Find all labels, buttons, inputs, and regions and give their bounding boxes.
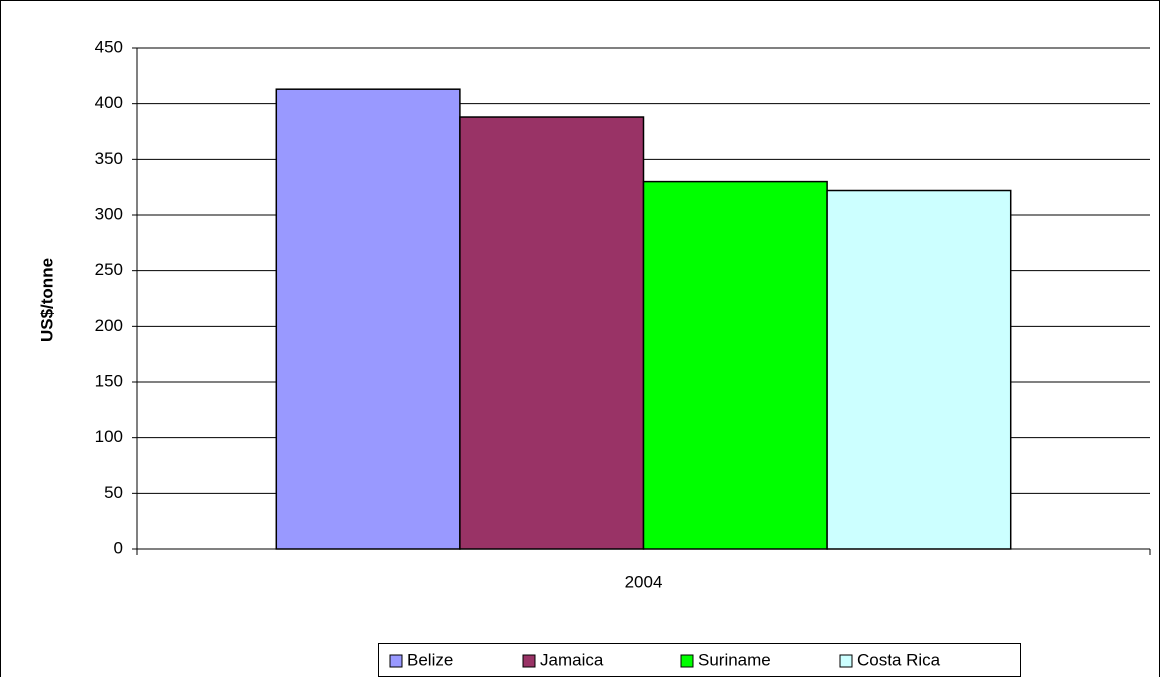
y-tick-label: 300 — [95, 204, 123, 223]
legend-swatch — [522, 654, 536, 668]
y-tick-label: 150 — [95, 371, 123, 390]
y-tick-label: 400 — [95, 93, 123, 112]
bar — [642, 180, 828, 550]
y-tick-label: 450 — [95, 37, 123, 56]
y-tick-label: 250 — [95, 260, 123, 279]
x-tick-label: 2004 — [625, 572, 663, 591]
legend-label: Jamaica — [540, 650, 604, 669]
y-tick-label: 200 — [95, 316, 123, 335]
legend-label: Suriname — [698, 650, 771, 669]
bar — [459, 116, 645, 550]
bar — [826, 189, 1012, 550]
legend-label: Belize — [407, 650, 453, 669]
y-axis-label: US$/tonne — [37, 258, 56, 342]
legend-swatch — [839, 654, 853, 668]
legend-swatch — [680, 654, 694, 668]
y-tick-label: 350 — [95, 149, 123, 168]
y-tick-label: 100 — [95, 427, 123, 446]
y-tick-label: 50 — [104, 483, 123, 502]
bar — [275, 88, 461, 550]
legend-box — [378, 643, 1021, 677]
legend-swatch — [389, 654, 403, 668]
legend-label: Costa Rica — [857, 650, 941, 669]
y-tick-label: 0 — [114, 538, 123, 557]
